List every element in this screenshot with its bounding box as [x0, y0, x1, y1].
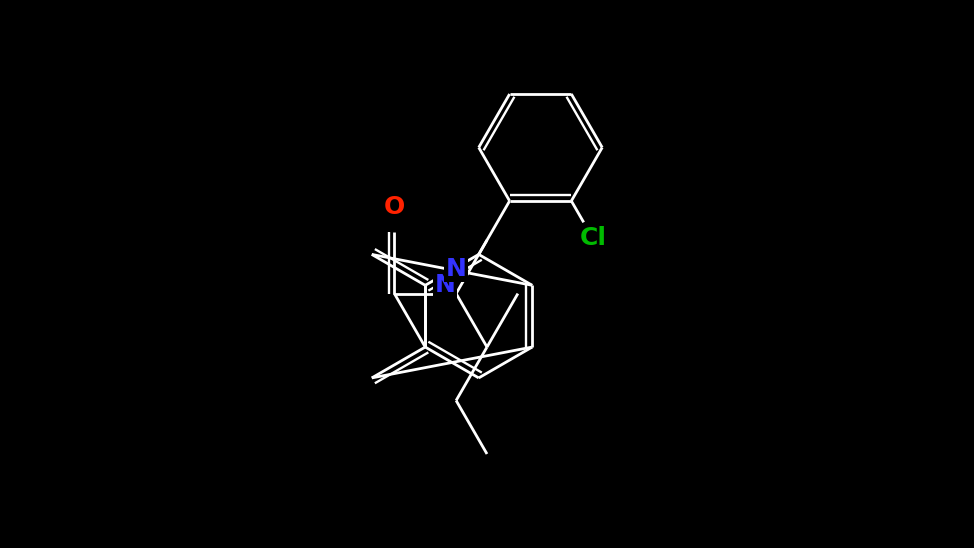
Text: Cl: Cl	[580, 226, 607, 250]
Text: N: N	[446, 257, 467, 281]
Text: N: N	[434, 273, 456, 298]
Text: O: O	[384, 196, 405, 220]
